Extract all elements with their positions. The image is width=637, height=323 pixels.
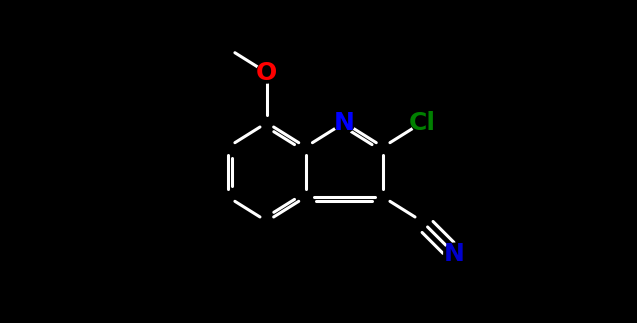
Text: N: N <box>334 111 355 135</box>
Text: N: N <box>444 242 464 266</box>
Circle shape <box>257 62 277 83</box>
Circle shape <box>412 112 432 133</box>
Text: Cl: Cl <box>408 111 435 135</box>
Text: O: O <box>256 61 278 85</box>
Circle shape <box>334 112 355 133</box>
Circle shape <box>444 243 464 264</box>
